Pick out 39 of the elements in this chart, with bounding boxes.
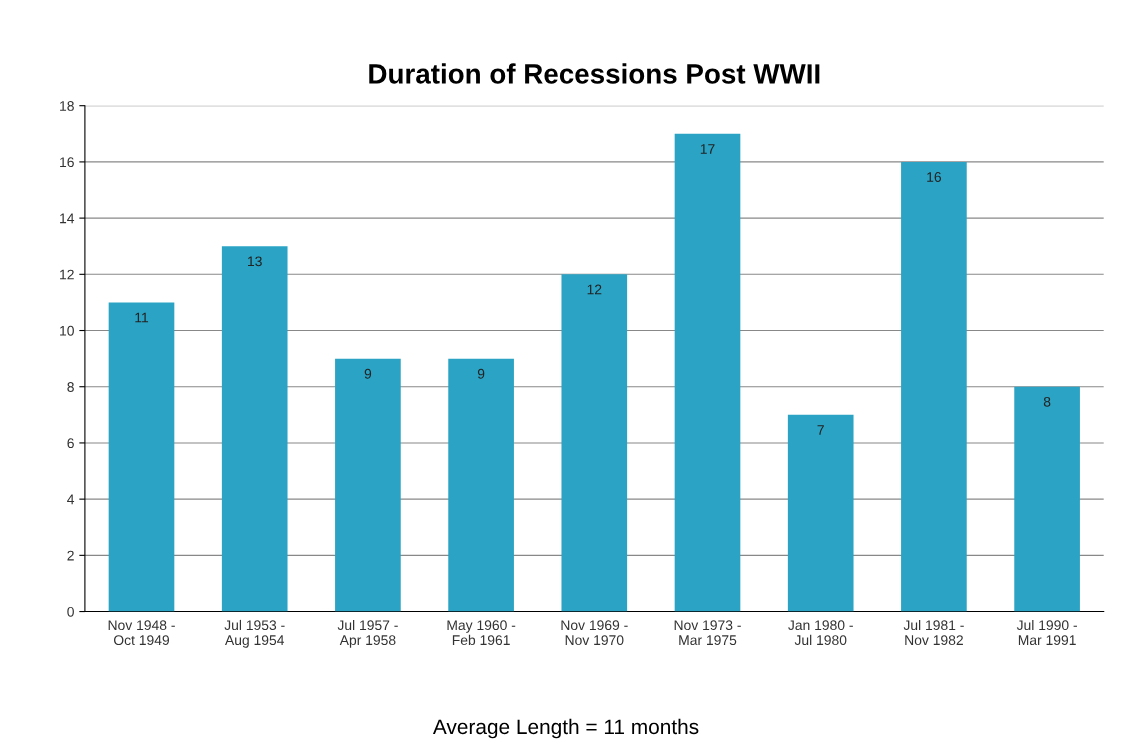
x-tick-label: Jul 1957 - Apr 1958 [337, 619, 398, 648]
bar [335, 358, 401, 612]
y-tick-label: 0 [67, 606, 74, 617]
x-tick-label: Nov 1969 - Nov 1970 [561, 620, 628, 646]
data-label: 13 [248, 256, 262, 267]
bar [221, 246, 288, 612]
y-tick-label: 6 [67, 438, 74, 449]
y-tick-label: 12 [60, 269, 74, 280]
x-tick-label: Jul 1981 - Nov 1982 [903, 619, 964, 646]
data-label: 11 [135, 312, 149, 323]
x-tick-label: Jul 1953 - Aug 1954 [224, 619, 285, 648]
data-label: 17 [700, 144, 715, 154]
data-label: 7 [817, 425, 824, 435]
bar [108, 302, 175, 612]
bar [1014, 386, 1080, 612]
data-label: 8 [1043, 396, 1051, 407]
x-tick-label: Nov 1973 - Mar 1975 [674, 620, 741, 646]
data-label: 12 [587, 284, 602, 295]
x-tick-label: Jan 1980 - Jul 1980 [788, 620, 853, 646]
x-tick-label: May 1960 - Feb 1961 [447, 620, 516, 646]
text: Average Length = 11 months [432, 718, 699, 739]
bar [674, 133, 741, 612]
x-tick-label: Nov 1948 - Oct 1949 [108, 620, 175, 646]
y-tick-label: 4 [67, 494, 75, 505]
bar [901, 161, 967, 612]
data-label: 16 [927, 172, 942, 182]
y-tick-label: 8 [67, 382, 74, 392]
bar [787, 414, 854, 612]
y-tick-label: 16 [60, 157, 74, 168]
y-tick-label: 18 [60, 101, 74, 111]
chart-title: Duration of Recessions Post WWII [369, 63, 820, 84]
data-label: 9 [477, 368, 485, 379]
bar [561, 274, 628, 612]
y-tick-label: 14 [60, 213, 75, 224]
x-tick-label: Jul 1990 - Mar 1991 [1016, 619, 1077, 646]
y-tick-label: 10 [60, 325, 74, 336]
y-tick-label: 2 [67, 550, 74, 561]
data-label: 9 [364, 368, 372, 379]
bar [448, 358, 514, 612]
